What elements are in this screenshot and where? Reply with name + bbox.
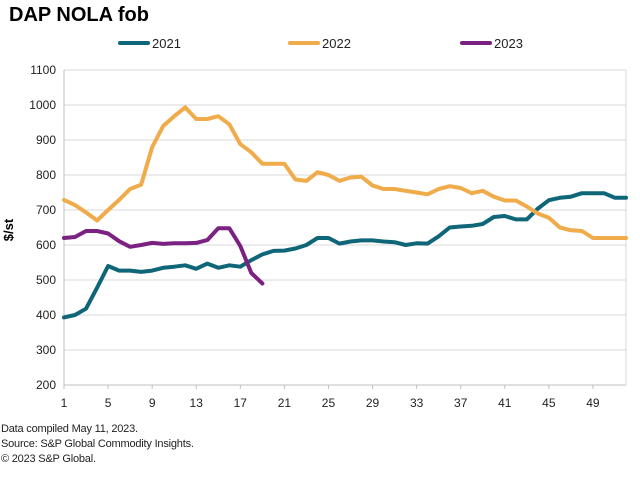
x-tick-label: 41: [498, 396, 512, 410]
x-tick-label: 1: [61, 396, 68, 410]
x-tick-label: 9: [149, 396, 156, 410]
tick-labels: 200 300 400 500 600 700 800 900 1000 1100 1 5 9 13 17 2…: [29, 63, 600, 410]
grid-lines: [64, 69, 626, 351]
legend-label: 2021: [152, 36, 181, 51]
axes: [63, 70, 627, 389]
footer-source: Source: S&P Global Commodity Insights.: [1, 438, 194, 450]
y-tick-label: 800: [36, 168, 56, 182]
series-line-2022: [62, 105, 628, 240]
footer-date: Data compiled May 11, 2023.: [1, 423, 138, 435]
chart-title: DAP NOLA fob: [9, 4, 149, 26]
series-line-2021: [62, 191, 628, 320]
x-tick-label: 49: [586, 396, 600, 410]
series-line-2023: [62, 226, 265, 286]
x-tick-label: 5: [105, 396, 112, 410]
x-tick-label: 45: [542, 396, 556, 410]
legend-item-2022: 2022: [288, 36, 351, 51]
y-tick-label: 500: [36, 273, 56, 287]
x-tick-label: 29: [366, 396, 380, 410]
legend-label: 2023: [494, 36, 523, 51]
y-tick-label: 900: [36, 133, 56, 147]
y-tick-label: 1000: [29, 98, 56, 112]
line-chart: 200 300 400 500 600 700 800 900 1000 1100 1 5 9 13 17 2…: [1, 36, 628, 410]
y-tick-label: 600: [36, 238, 56, 252]
y-tick-label: 400: [36, 308, 56, 322]
legend-label: 2022: [322, 36, 351, 51]
legend: 2021 2022 2023: [118, 36, 523, 51]
x-tick-label: 37: [454, 396, 468, 410]
y-tick-label: 300: [36, 343, 56, 357]
series-lines: [62, 105, 628, 320]
x-tick-label: 33: [410, 396, 424, 410]
y-tick-label: 200: [36, 378, 56, 392]
y-tick-label: 1100: [30, 63, 56, 77]
chart-footer: Data compiled May 11, 2023. Source: S&P …: [1, 422, 194, 467]
y-tick-label: 700: [36, 203, 56, 217]
x-tick-label: 13: [190, 396, 204, 410]
footer-copyright: © 2023 S&P Global.: [1, 453, 96, 465]
x-tick-label: 17: [234, 396, 248, 410]
y-axis-label: $/st: [1, 218, 16, 241]
legend-item-2021: 2021: [118, 36, 181, 51]
legend-item-2023: 2023: [460, 36, 523, 51]
x-tick-label: 25: [322, 396, 336, 410]
x-tick-label: 21: [278, 396, 292, 410]
